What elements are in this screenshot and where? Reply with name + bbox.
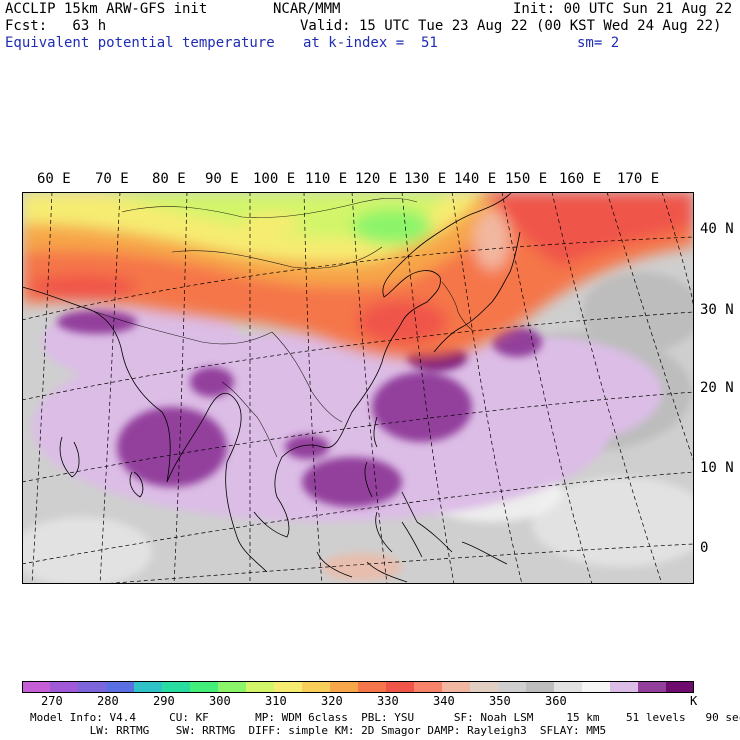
lon-label: 80 E — [152, 171, 186, 187]
colorbar-swatch — [582, 681, 611, 693]
lon-label: 100 E — [253, 171, 296, 187]
colorbar-swatch — [302, 681, 331, 693]
graticule — [22, 192, 694, 584]
colorbar-swatch — [162, 681, 191, 693]
lon-label: 110 E — [305, 171, 348, 187]
colorbar-tick-label: 360 — [545, 694, 567, 708]
coastlines — [22, 192, 521, 583]
colorbar-swatch — [190, 681, 219, 693]
colorbar-swatch — [666, 681, 694, 693]
colorbar-tick-label: 270 — [41, 694, 63, 708]
model-info-line1: Model Info: V4.4 CU: KF MP: WDM 6class P… — [30, 711, 740, 724]
k-index-label: at k-index = 51 — [303, 35, 438, 51]
lat-label: 30 N — [700, 302, 734, 318]
forecast-hour: Fcst: 63 h — [5, 18, 107, 34]
init-time: Init: 00 UTC Sun 21 Aug 22 — [513, 1, 733, 17]
colorbar-swatch — [134, 681, 163, 693]
model-title: ACCLIP 15km ARW-GFS init — [5, 1, 208, 17]
lon-label: 70 E — [95, 171, 129, 187]
colorbar-tick-label: 330 — [377, 694, 399, 708]
colorbar-unit: K — [690, 694, 698, 708]
colorbar-swatch — [414, 681, 443, 693]
colorbar-tick-label: 320 — [321, 694, 343, 708]
lon-label: 60 E — [37, 171, 71, 187]
colorbar-swatch — [498, 681, 527, 693]
colorbar-tick-label: 280 — [97, 694, 119, 708]
field-name: Equivalent potential temperature — [5, 35, 275, 51]
colorbar-swatch — [358, 681, 387, 693]
map-frame — [22, 192, 694, 584]
lat-label: 20 N — [700, 380, 734, 396]
colorbar-swatch — [554, 681, 583, 693]
lon-label: 160 E — [559, 171, 602, 187]
lon-label: 130 E — [404, 171, 447, 187]
colorbar-tick-label: 300 — [209, 694, 231, 708]
agency-label: NCAR/MMM — [273, 1, 341, 17]
valid-time: Valid: 15 UTC Tue 23 Aug 22 (00 KST Wed … — [300, 18, 722, 34]
colorbar-swatch — [78, 681, 107, 693]
field-warm-band — [22, 192, 694, 359]
model-info-line2: LW: RRTMG SW: RRTMG DIFF: simple KM: 2D … — [30, 724, 607, 737]
lon-label: 120 E — [355, 171, 398, 187]
lon-label: 90 E — [205, 171, 239, 187]
lat-label: 10 N — [700, 460, 734, 476]
lon-label: 150 E — [505, 171, 548, 187]
lat-label: 40 N — [700, 221, 734, 237]
colorbar-swatch — [246, 681, 275, 693]
lon-label: 140 E — [454, 171, 497, 187]
colorbar-swatch — [442, 681, 471, 693]
colorbar-swatch — [470, 681, 499, 693]
colorbar-swatch — [50, 681, 79, 693]
colorbar-swatch — [610, 681, 639, 693]
colorbar-tick-label: 340 — [433, 694, 455, 708]
borders — [81, 197, 473, 458]
colorbar-swatch — [218, 681, 247, 693]
smoothing-label: sm= 2 — [577, 35, 620, 51]
colorbar-tick-label: 350 — [489, 694, 511, 708]
colorbar-swatch — [22, 681, 51, 693]
colorbar-tick-label: 310 — [265, 694, 287, 708]
colorbar-swatch — [526, 681, 555, 693]
lat-label: 0 — [700, 540, 709, 556]
theta-e-map — [22, 192, 694, 584]
colorbar — [22, 681, 694, 693]
colorbar-swatch — [274, 681, 303, 693]
colorbar-tick-label: 290 — [153, 694, 175, 708]
colorbar-swatch — [106, 681, 135, 693]
colorbar-swatch — [638, 681, 667, 693]
colorbar-swatch — [330, 681, 359, 693]
lon-label: 170 E — [617, 171, 660, 187]
colorbar-frame — [22, 681, 694, 693]
colorbar-swatch — [386, 681, 415, 693]
